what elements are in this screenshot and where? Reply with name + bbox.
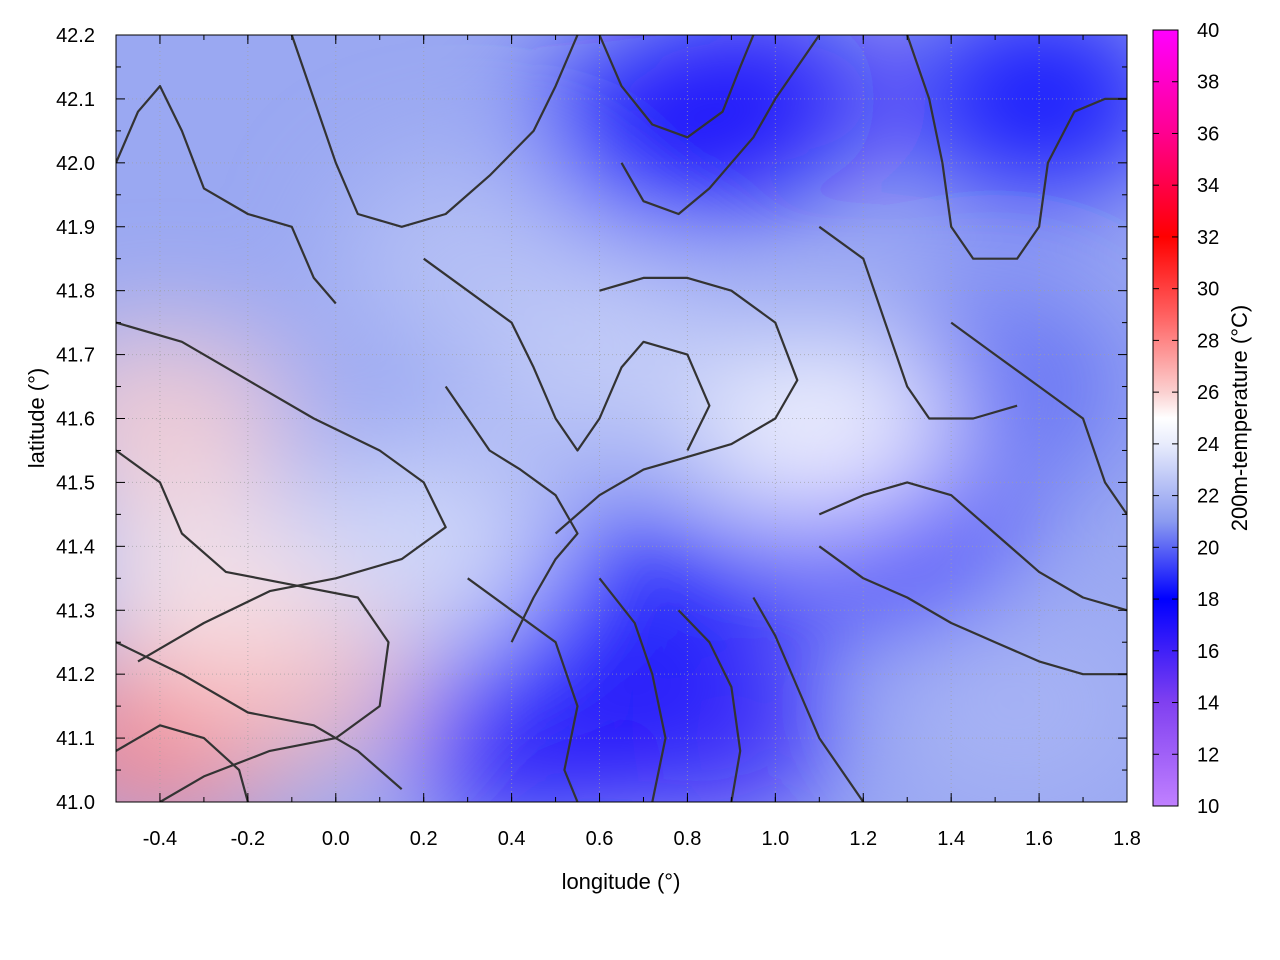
temperature-region [513,515,774,706]
colorbar-tick-label: 10 [1197,796,1219,818]
contour-line [950,321,1127,516]
temperature-region [535,35,796,226]
contour-line [423,257,711,452]
temperature-region [887,611,1127,802]
colorbar-tick-label: 38 [1197,72,1219,94]
contour-line [818,225,1018,420]
x-tick-label: -0.4 [143,828,177,850]
temperature-region [337,163,598,354]
contour-line [116,84,337,305]
y-tick-label: 41.6 [56,409,95,431]
y-tick-label: 41.2 [56,664,95,686]
x-tick-label: 0.6 [586,828,614,850]
contour-line [116,641,403,791]
colorbar-tick-label: 36 [1197,123,1219,145]
contour-line [116,724,249,802]
contour-line [598,577,667,802]
colorbar-tick-label: 22 [1197,486,1219,508]
x-axis-label: longitude (°) [562,869,681,894]
temperature-region [909,35,1127,194]
x-tick-label: 0.0 [322,828,350,850]
y-tick-label: 42.2 [56,25,95,47]
temperature-region [698,336,959,527]
contour-line [906,35,1127,260]
y-tick-label: 41.0 [56,792,95,814]
colorbar-label: 200m-temperature (°C) [1227,305,1252,531]
temperature-field [116,35,1127,802]
contour-line [752,596,865,802]
colorbar-tick-label: 30 [1197,279,1219,301]
x-tick-label: 1.4 [937,828,965,850]
y-axis-label: latitude (°) [24,368,49,469]
contour-lines [116,35,1127,802]
y-tick-label: 41.7 [56,345,95,367]
colorbar-tick-label: 14 [1197,693,1219,715]
colorbar-tick-label: 34 [1197,175,1219,197]
contour-line [620,35,821,216]
y-tick-label: 41.9 [56,217,95,239]
y-tick-label: 41.4 [56,536,95,558]
contour-line [116,321,447,663]
colorbar-tick-label: 26 [1197,382,1219,404]
colorbar [1152,29,1179,807]
x-tick-label: 0.4 [498,828,526,850]
x-axis-ticks: -0.4 -0.2 0.0 0.2 0.4 0.6 0.8 1.0 1.2 1.4 1.6 1.8 [115,35,1141,850]
y-axis-ticks: 41.0 41.1 41.2 41.3 41.4 41.5 41.6 41.7 41.8 41.9… [56,25,1127,814]
x-tick-label: 0.2 [410,828,438,850]
colorbar-tick-label: 12 [1197,744,1219,766]
plot-area [116,35,1127,802]
x-tick-label: 1.0 [761,828,789,850]
grid-lines [116,35,1127,802]
contour-line [818,481,1127,612]
y-tick-label: 41.5 [56,472,95,494]
temperature-region [116,483,334,674]
y-tick-label: 42.0 [56,153,95,175]
x-tick-label: 1.6 [1025,828,1053,850]
x-tick-label: 1.8 [1113,828,1141,850]
colorbar-tick-label: 28 [1197,330,1219,352]
colorbar-tick-label: 18 [1197,589,1219,611]
y-tick-label: 42.1 [56,89,95,111]
contour-line [554,276,799,535]
contour-line [290,35,579,228]
colorbar-tick-label: 16 [1197,641,1219,663]
colorbar-tick-label: 40 [1197,20,1219,42]
x-tick-label: -0.2 [231,828,265,850]
contour-line [677,609,742,802]
contour-line [116,449,390,802]
colorbar-tick-label: 32 [1197,227,1219,249]
y-tick-label: 41.8 [56,281,95,303]
colorbar-tick-label: 20 [1197,537,1219,559]
contour-line [818,545,1127,676]
x-tick-label: 0.8 [674,828,702,850]
colorbar-ticks: 10 12 14 16 18 20 22 24 26 28 30 32 34 36 38 40 [1153,20,1219,818]
y-tick-label: 41.3 [56,600,95,622]
contour-line [467,577,579,802]
contour-line [444,385,579,643]
y-tick-label: 41.1 [56,728,95,750]
colorbar-tick-label: 24 [1197,434,1219,456]
contour-line [598,35,755,139]
x-tick-label: 1.2 [849,828,877,850]
